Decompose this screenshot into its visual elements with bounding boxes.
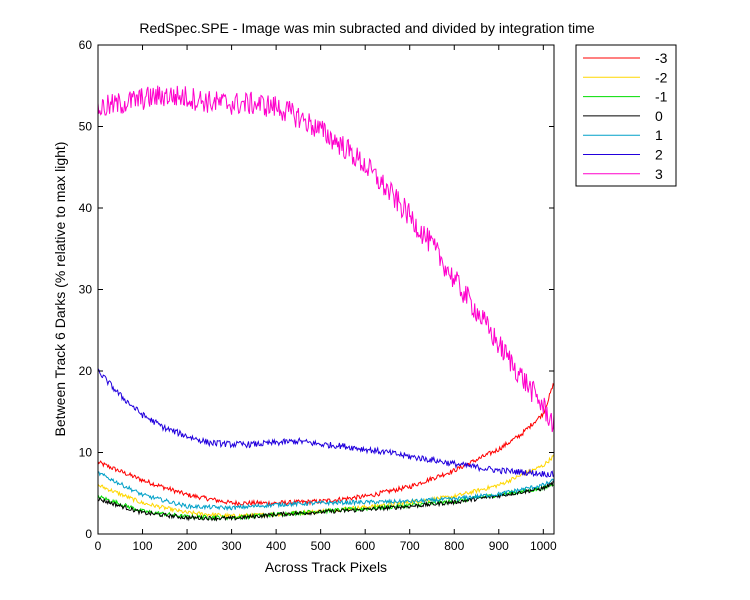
y-axis-label: Between Track 6 Darks (% relative to max… (52, 142, 68, 437)
chart-title: RedSpec.SPE - Image was min subracted an… (139, 20, 594, 36)
y-tick-label: 10 (79, 446, 93, 460)
x-tick-label: 1000 (530, 539, 557, 553)
y-tick-label: 30 (79, 283, 93, 297)
legend-items: -3 -2 -1 0 1 2 3 (583, 50, 668, 182)
y-axis: 0 10 20 30 40 50 60 (79, 38, 554, 541)
series-line-3 (97, 85, 555, 433)
x-tick-label: 300 (222, 539, 242, 553)
series-line-2 (97, 368, 555, 478)
legend-label: 0 (655, 108, 663, 124)
x-tick-label: 600 (355, 539, 375, 553)
x-axis-label: Across Track Pixels (265, 559, 387, 575)
x-axis: 0 100 200 300 400 500 600 700 800 900 1000 (95, 45, 557, 553)
x-tick-label: 100 (133, 539, 153, 553)
y-tick-label: 0 (85, 527, 92, 541)
y-tick-label: 40 (79, 201, 93, 215)
legend-label: 1 (655, 127, 663, 143)
y-tick-label: 60 (79, 38, 93, 52)
x-tick-label: 500 (311, 539, 331, 553)
legend-label: 3 (655, 166, 663, 182)
series-line--3 (97, 382, 555, 507)
x-tick-label: 200 (177, 539, 197, 553)
y-tick-label: 20 (79, 364, 93, 378)
legend-label: -1 (655, 89, 668, 105)
y-tick-label: 50 (79, 120, 93, 134)
legend-label: -2 (655, 69, 668, 85)
plot-area: 0 100 200 300 400 500 600 700 800 900 1000 0 10 20 30… (79, 38, 557, 553)
plot-background (98, 45, 554, 534)
legend-label: 2 (655, 147, 663, 163)
x-tick-label: 800 (444, 539, 464, 553)
x-tick-label: 700 (400, 539, 420, 553)
legend-label: -3 (655, 50, 668, 66)
legend: -3 -2 -1 0 1 2 3 (575, 44, 677, 187)
series-line-1 (97, 471, 555, 512)
x-tick-label: 0 (95, 539, 102, 553)
x-tick-label: 400 (266, 539, 286, 553)
x-tick-label: 900 (489, 539, 509, 553)
series-layer (97, 85, 555, 522)
